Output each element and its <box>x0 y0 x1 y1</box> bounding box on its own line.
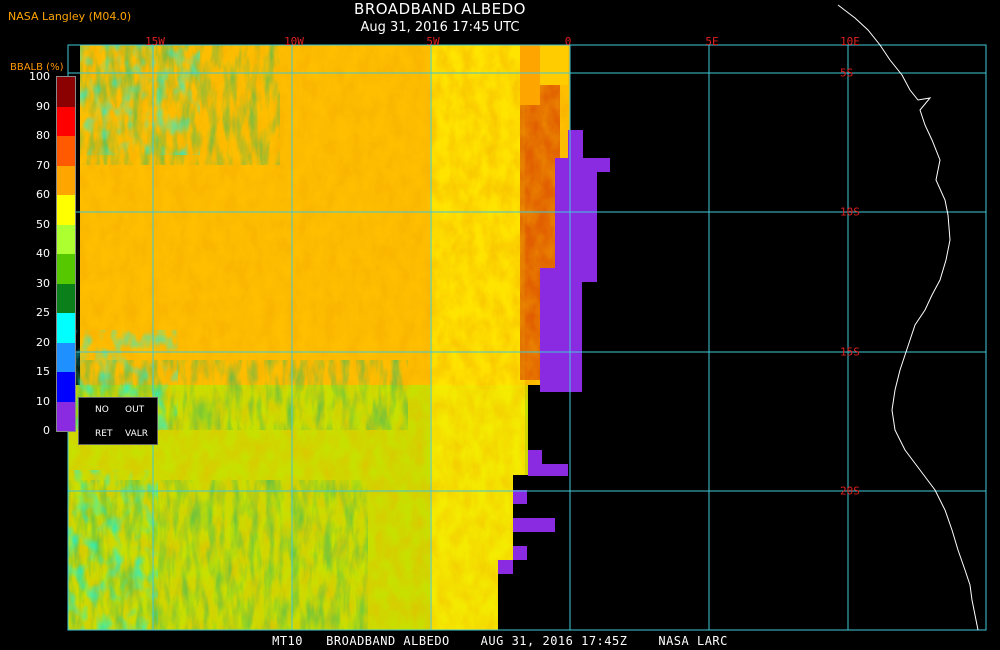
legend-tick-label: 0 <box>43 424 50 437</box>
africa-coastline <box>837 4 979 631</box>
lon-label-5w: 5W <box>426 35 440 48</box>
legend-tick-label: 25 <box>36 306 50 319</box>
map-datetime: Aug 31, 2016 17:45 UTC <box>360 20 520 35</box>
legend-swatch <box>57 342 75 372</box>
lat-label-10s: 10S <box>840 205 860 219</box>
legend-tick-label: 100 <box>29 70 50 83</box>
legend-swatch <box>57 372 75 402</box>
legend-tick-label: 30 <box>36 276 50 290</box>
legend-swatch <box>57 136 75 166</box>
legend-tick-label: 50 <box>36 217 50 231</box>
albedo-imagery <box>68 45 570 630</box>
legend-status-box: NO OUT RET VALR <box>78 397 158 445</box>
legend-swatch <box>57 195 75 225</box>
lon-label-5e: 5E <box>705 35 719 48</box>
legend-swatch <box>57 313 75 343</box>
legend-tick-label: 20 <box>36 335 50 349</box>
legend-swatch <box>57 77 75 107</box>
lon-label-10e: 10E <box>840 35 860 48</box>
legend-swatch <box>57 254 75 284</box>
producer-label: NASA Langley (M04.0) <box>8 10 132 23</box>
legend-tick-label: 40 <box>36 247 50 260</box>
legend-no-label: NO <box>95 405 109 415</box>
legend-out-label: OUT <box>125 405 145 415</box>
lon-label-15w: 15W <box>145 35 165 48</box>
legend-color-bar <box>56 76 76 432</box>
lat-label-15s: 15S <box>840 345 860 359</box>
footer-caption: MT10 BROADBAND ALBEDO AUG 31, 2016 17:45… <box>272 634 728 648</box>
legend-swatch <box>57 224 75 254</box>
legend-ret-label: RET <box>95 429 113 439</box>
legend-tick-label: 80 <box>36 129 50 142</box>
no-retrieval-blocks <box>498 130 610 574</box>
legend-tick-label: 70 <box>36 158 50 172</box>
legend-swatch <box>57 165 75 195</box>
legend-title: BBALB (%) <box>10 62 64 73</box>
legend-valr-label: VALR <box>125 429 149 439</box>
map-title: BROADBAND ALBEDO <box>354 0 526 18</box>
lon-label-0: 0 <box>564 35 572 48</box>
legend-tick-label: 15 <box>36 365 50 378</box>
legend-tick-label: 60 <box>36 188 50 201</box>
legend-tick-label: 90 <box>36 99 50 113</box>
lon-label-10w: 10W <box>284 35 304 48</box>
legend-tick-label: 10 <box>36 394 50 408</box>
lat-label-20s: 20S <box>840 484 860 498</box>
legend-swatch <box>57 106 75 136</box>
lat-label-5s: 5S <box>840 66 854 80</box>
legend-swatch <box>57 401 75 431</box>
legend-swatch <box>57 283 75 313</box>
imagery-edge <box>498 395 570 630</box>
